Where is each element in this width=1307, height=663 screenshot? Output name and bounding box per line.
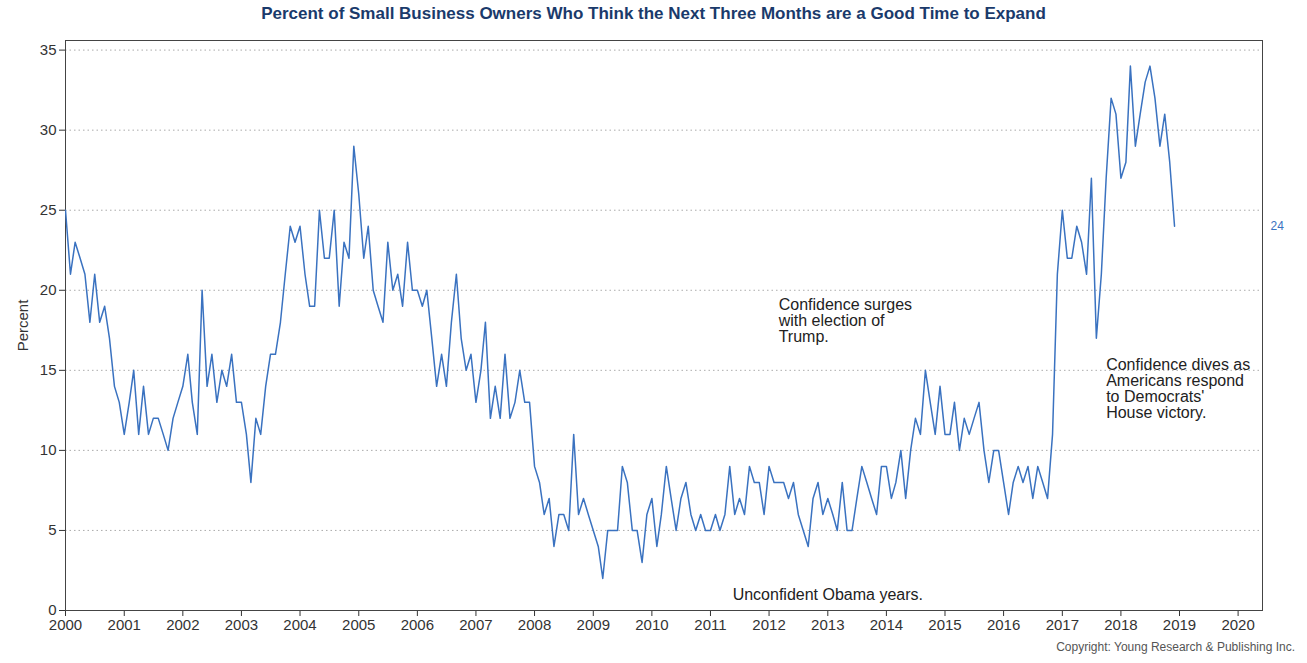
- svg-text:Confidence surgeswith election: Confidence surgeswith election ofTrump.: [778, 296, 912, 345]
- svg-text:2014: 2014: [870, 616, 903, 633]
- svg-text:2005: 2005: [342, 616, 375, 633]
- svg-text:2007: 2007: [459, 616, 492, 633]
- svg-text:2011: 2011: [694, 616, 726, 633]
- svg-text:24: 24: [1271, 219, 1285, 233]
- svg-text:2013: 2013: [811, 616, 844, 633]
- svg-text:2020: 2020: [1221, 616, 1254, 633]
- svg-text:30: 30: [40, 121, 57, 138]
- html-text:Percent of Small Business Owne: Percent of Small Business Owners Who Thi…: [261, 4, 1046, 23]
- svg-text:2009: 2009: [577, 616, 610, 633]
- svg-text:Percent: Percent: [14, 299, 31, 352]
- svg-text:35: 35: [40, 41, 57, 58]
- svg-text:2018: 2018: [1104, 616, 1137, 633]
- svg-text:2012: 2012: [752, 616, 785, 633]
- svg-text:2010: 2010: [635, 616, 668, 633]
- html-text:Copyright: Young Research & Pu: Copyright: Young Research & Publishing I…: [1056, 640, 1295, 654]
- svg-text:2008: 2008: [518, 616, 551, 633]
- svg-text:5: 5: [48, 521, 56, 538]
- svg-text:2015: 2015: [928, 616, 961, 633]
- svg-text:2004: 2004: [283, 616, 316, 633]
- svg-text:Confidence dives asAmericans r: Confidence dives asAmericans respondto D…: [1106, 356, 1250, 421]
- svg-text:10: 10: [40, 441, 57, 458]
- svg-text:2016: 2016: [987, 616, 1020, 633]
- svg-text:2019: 2019: [1163, 616, 1196, 633]
- svg-text:2003: 2003: [225, 616, 258, 633]
- svg-text:2001: 2001: [108, 616, 141, 633]
- svg-text:25: 25: [40, 201, 57, 218]
- svg-text:20: 20: [40, 281, 57, 298]
- svg-text:2002: 2002: [166, 616, 199, 633]
- svg-text:2017: 2017: [1046, 616, 1079, 633]
- svg-text:2000: 2000: [49, 616, 82, 633]
- svg-text:15: 15: [40, 361, 57, 378]
- svg-text:0: 0: [48, 601, 57, 619]
- svg-text:Unconfident Obama years.: Unconfident Obama years.: [733, 586, 923, 603]
- svg-text:2006: 2006: [401, 616, 434, 633]
